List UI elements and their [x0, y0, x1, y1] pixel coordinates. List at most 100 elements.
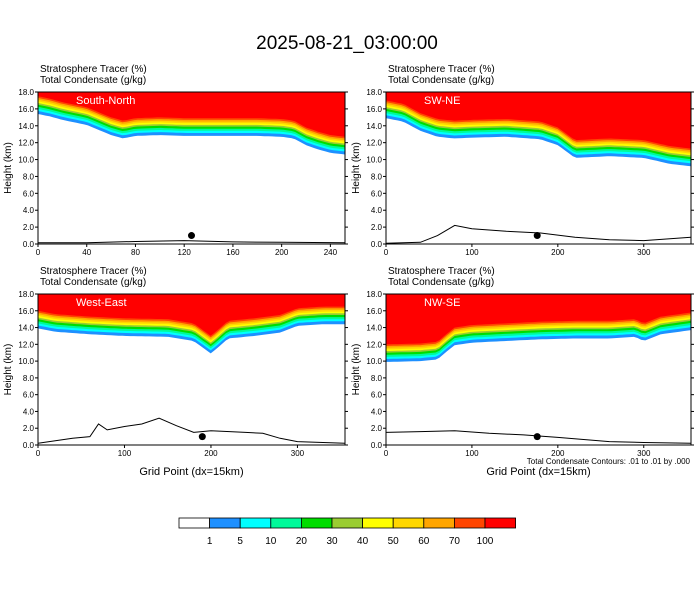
terrain-line	[38, 417, 345, 444]
x-tick-label: 300	[637, 449, 651, 458]
panel-frame	[385, 293, 692, 446]
y-tick-label: 18.0	[18, 88, 34, 97]
colorbar: 1 5 10 20 30 40 50 60 70 100	[178, 517, 517, 547]
y-tick-label: 8.0	[371, 374, 383, 383]
y-tick-label: 10.0	[366, 357, 382, 366]
panel-subtitle-condensate: Total Condensate (g/kg)	[40, 277, 146, 288]
panel-south-north: Stratosphere Tracer (%)Total Condensate …	[3, 64, 348, 257]
colorbar-label: 5	[237, 536, 243, 547]
colorbar-label: 60	[418, 536, 430, 547]
colorbar-swatch	[239, 517, 272, 529]
colorbar-swatch	[209, 517, 241, 529]
x-tick-label: 240	[324, 248, 338, 257]
y-tick-label: 16.0	[366, 307, 382, 316]
colorbar-swatch	[300, 517, 333, 529]
y-tick-label: 14.0	[366, 324, 382, 333]
panel-region-label: South-North	[76, 95, 135, 107]
y-tick-label: 12.0	[18, 139, 34, 148]
x-tick-label: 200	[551, 449, 565, 458]
panel-plot-area	[38, 92, 345, 244]
y-tick-label: 18.0	[18, 290, 34, 299]
terrain-line	[386, 224, 691, 244]
y-tick-label: 16.0	[366, 105, 382, 114]
y-tick-label: 4.0	[23, 407, 35, 416]
y-tick-label: 2.0	[371, 424, 383, 433]
y-tick-label: 18.0	[366, 290, 382, 299]
colorbar-label: 40	[357, 536, 369, 547]
y-tick-label: 10.0	[18, 357, 34, 366]
panel-region-label: NW-SE	[424, 297, 460, 309]
y-tick-label: 4.0	[23, 206, 35, 215]
location-marker	[198, 433, 206, 441]
x-tick-label: 0	[384, 248, 389, 257]
y-axis-label: Height (km)	[3, 142, 14, 194]
colorbar-label: 70	[449, 536, 461, 547]
x-tick-label: 0	[36, 248, 41, 257]
y-tick-label: 0.0	[23, 441, 35, 450]
colorbar-label: 20	[296, 536, 308, 547]
y-axis-label: Height (km)	[3, 344, 14, 396]
y-tick-label: 0.0	[23, 240, 35, 249]
x-axis-label: Grid Point (dx=15km)	[139, 466, 243, 478]
panel-subtitle-tracer: Stratosphere Tracer (%)	[40, 266, 147, 277]
colorbar-label: 30	[326, 536, 338, 547]
y-tick-label: 2.0	[23, 223, 35, 232]
x-tick-label: 0	[36, 449, 41, 458]
panel-plot-area	[38, 294, 345, 445]
y-tick-label: 6.0	[371, 391, 383, 400]
colorbar-label: 1	[207, 536, 213, 547]
x-tick-label: 100	[465, 248, 479, 257]
y-axis-label: Height (km)	[351, 142, 362, 194]
panel-nw-se: Stratosphere Tracer (%)Total Condensate …	[351, 266, 694, 478]
y-tick-label: 12.0	[366, 340, 382, 349]
x-tick-label: 100	[118, 449, 132, 458]
y-tick-label: 10.0	[18, 156, 34, 165]
y-tick-label: 16.0	[18, 105, 34, 114]
figure-title: 2025-08-21_03:00:00	[256, 33, 438, 54]
colorbar-swatch	[178, 517, 211, 529]
panel-region-label: West-East	[76, 297, 127, 309]
colorbar-swatch	[270, 517, 302, 529]
x-tick-label: 120	[178, 248, 192, 257]
colorbar-swatch	[331, 517, 364, 529]
y-tick-label: 16.0	[18, 307, 34, 316]
panel-frame	[37, 91, 346, 245]
panel-region-label: SW-NE	[424, 95, 460, 107]
y-tick-label: 12.0	[366, 139, 382, 148]
y-tick-label: 14.0	[18, 122, 34, 131]
y-tick-label: 2.0	[23, 424, 35, 433]
colorbar-swatch	[423, 517, 455, 529]
location-marker	[188, 232, 195, 240]
x-axis-label: Grid Point (dx=15km)	[486, 466, 590, 478]
y-tick-label: 18.0	[366, 88, 382, 97]
contour-footnote: Total Condensate Contours: .01 to .01 by…	[527, 457, 691, 466]
tracer-band	[38, 92, 345, 137]
x-tick-label: 40	[82, 248, 91, 257]
colorbar-swatch	[392, 517, 425, 529]
colorbar-label: 50	[388, 536, 400, 547]
panel-subtitle-condensate: Total Condensate (g/kg)	[388, 75, 494, 86]
panel-subtitle-condensate: Total Condensate (g/kg)	[388, 277, 494, 288]
y-tick-label: 0.0	[371, 240, 383, 249]
colorbar-label: 10	[265, 536, 277, 547]
panel-subtitle-tracer: Stratosphere Tracer (%)	[40, 64, 147, 75]
y-tick-label: 12.0	[18, 340, 34, 349]
colorbar-swatch	[484, 517, 517, 529]
x-tick-label: 300	[291, 449, 305, 458]
panel-subtitle-condensate: Total Condensate (g/kg)	[40, 75, 146, 86]
y-tick-label: 8.0	[23, 172, 35, 181]
y-tick-label: 14.0	[18, 324, 34, 333]
tracer-band	[38, 294, 345, 336]
x-tick-label: 300	[637, 248, 651, 257]
y-tick-label: 2.0	[371, 223, 383, 232]
y-tick-label: 8.0	[371, 172, 383, 181]
colorbar-swatch	[362, 517, 394, 529]
y-tick-label: 14.0	[366, 122, 382, 131]
y-tick-label: 6.0	[371, 189, 383, 198]
panel-west-east: Stratosphere Tracer (%)Total Condensate …	[3, 266, 348, 478]
location-marker	[533, 232, 541, 240]
x-tick-label: 200	[204, 449, 218, 458]
terrain-line	[38, 240, 345, 244]
x-tick-label: 80	[131, 248, 140, 257]
